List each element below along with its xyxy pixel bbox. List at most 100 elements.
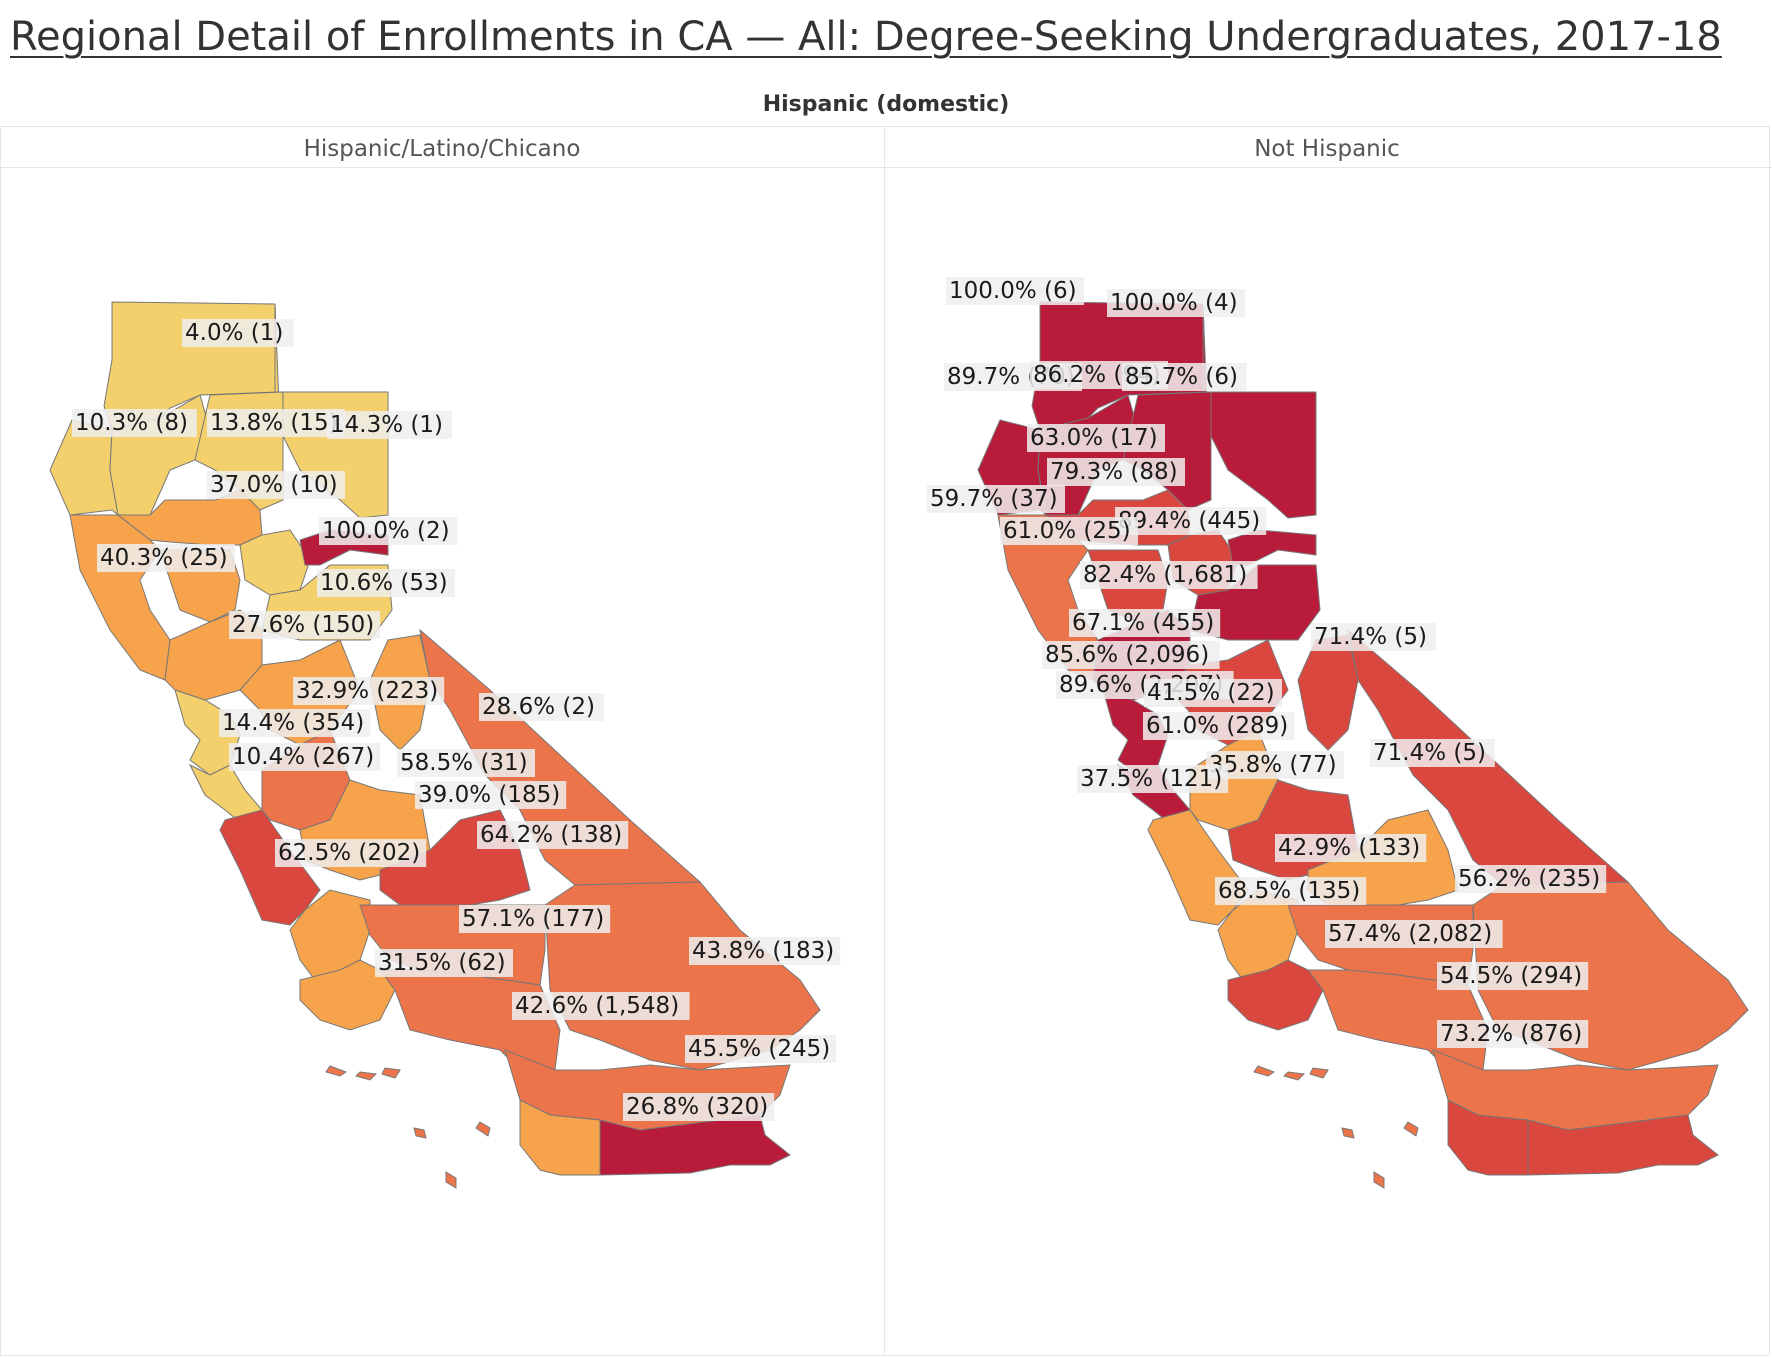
region-sacramento-placer[interactable] <box>1227 529 1317 566</box>
region-label-bg <box>375 949 513 977</box>
column-header-row <box>0 126 1772 168</box>
region-label: 73.2% (876) <box>1440 1021 1582 1047</box>
region-label-bg <box>275 839 427 867</box>
region-label-bg <box>1325 920 1503 948</box>
chart-frame <box>0 126 1770 1356</box>
region-label: 42.6% (1,548) <box>515 993 679 1019</box>
region-label: 58.5% (31) <box>400 750 528 776</box>
region-label: 10.3% (8) <box>75 410 188 436</box>
region-santa-barbara[interactable] <box>289 889 371 981</box>
region-label: 85.7% (6) <box>1125 364 1238 390</box>
region-label-bg <box>72 409 197 437</box>
region-label: 67.1% (455) <box>1072 610 1214 636</box>
region-siskiyou-modoc[interactable] <box>1202 303 1317 519</box>
region-label: 100.0% (2) <box>322 518 450 544</box>
region-label: 100.0% (6) <box>949 278 1077 304</box>
region-label: 14.4% (354) <box>222 710 364 736</box>
island-2 <box>1309 1067 1329 1079</box>
island-3 <box>475 1121 491 1137</box>
region-label: 43.8% (183) <box>692 938 834 964</box>
region-label: 54.5% (294) <box>1440 963 1582 989</box>
island-2 <box>381 1067 401 1079</box>
region-label-bg <box>1215 877 1367 905</box>
region-sacramento-placer[interactable] <box>239 529 311 596</box>
region-label: 28.6% (2) <box>482 694 595 720</box>
region-label-bg <box>317 569 455 597</box>
island-5 <box>445 1171 457 1189</box>
region-label-bg <box>1311 623 1436 651</box>
region-label: 14.3% (1) <box>330 412 443 438</box>
region-label-bg <box>1437 962 1589 990</box>
region-label-bg <box>1437 1020 1589 1048</box>
region-label-bg <box>927 485 1065 513</box>
map-hispanic: 4.0% (1) 10.3% (8) 13.8% (15)14.3% (1) 37.0… <box>49 301 841 1189</box>
panel-divider <box>884 126 885 1356</box>
region-label-bg <box>207 409 345 437</box>
region-lake[interactable] <box>1527 1114 1719 1176</box>
island-3 <box>1403 1121 1419 1137</box>
column-header-hispanic: Hispanic/Latino/Chicano <box>303 136 581 162</box>
region-santa-barbara[interactable] <box>299 959 396 1031</box>
region-label: 71.4% (5) <box>1373 740 1486 766</box>
island-5 <box>1373 1171 1385 1189</box>
region-label: 63.0% (17) <box>1030 425 1158 451</box>
region-label: 27.6% (150) <box>232 612 374 638</box>
region-label: 71.4% (5) <box>1314 624 1427 650</box>
region-label-bg <box>623 1093 775 1121</box>
map-not-hispanic: 100.0% (6) 100.0% (4)89.7% (70)86.2% (94)… <box>927 277 1749 1189</box>
region-label-bg <box>229 743 381 771</box>
region-label-bg <box>1107 289 1245 317</box>
region-sierra[interactable] <box>599 1114 791 1176</box>
island-1 <box>1283 1071 1306 1081</box>
region-label-bg <box>946 277 1084 305</box>
region-label-bg <box>1143 712 1295 740</box>
region-label-bg <box>459 905 611 933</box>
region-label-bg <box>327 411 452 439</box>
region-label: 61.0% (25) <box>1003 518 1131 544</box>
region-label-bg <box>293 677 445 705</box>
region-label-bg <box>1122 363 1247 391</box>
region-label-bg <box>1115 507 1267 535</box>
region-san-diego[interactable] <box>1447 1099 1529 1176</box>
region-label: 32.9% (223) <box>296 678 438 704</box>
region-san-diego[interactable] <box>519 1099 601 1176</box>
region-label: 61.0% (289) <box>1146 713 1288 739</box>
region-label-bg <box>1206 751 1344 779</box>
region-label: 100.0% (4) <box>1110 290 1238 316</box>
region-label: 35.8% (77) <box>1209 752 1337 778</box>
region-label-bg <box>479 693 604 721</box>
island-4 <box>1341 1127 1355 1139</box>
region-mono[interactable] <box>1297 634 1359 751</box>
region-label-bg <box>182 319 294 347</box>
region-label: 31.5% (62) <box>378 950 506 976</box>
region-label-bg <box>1027 424 1165 452</box>
region-label-bg <box>512 992 690 1020</box>
region-label: 39.0% (185) <box>418 782 560 808</box>
region-label: 26.8% (320) <box>626 1094 768 1120</box>
region-tehama[interactable] <box>116 489 263 546</box>
region-label-bg <box>97 544 235 572</box>
region-label-bg <box>477 821 629 849</box>
region-label-bg <box>1455 865 1607 893</box>
region-label: 57.1% (177) <box>462 906 604 932</box>
region-label-bg <box>229 611 381 639</box>
measure-header: Hispanic (domestic) <box>762 92 1010 117</box>
region-label: 10.4% (267) <box>232 744 374 770</box>
region-label: 64.2% (138) <box>480 822 622 848</box>
region-label: 10.6% (53) <box>320 570 448 596</box>
region-label: 41.5% (22) <box>1147 680 1275 706</box>
region-label: 13.8% (15) <box>210 410 338 436</box>
region-label: 42.9% (133) <box>1278 835 1420 861</box>
region-label-bg <box>685 1035 837 1063</box>
region-monterey[interactable] <box>219 809 321 926</box>
page-title: Regional Detail of Enrollments in CA — A… <box>10 14 1722 60</box>
region-label: 82.4% (1,681) <box>1083 562 1247 588</box>
region-label-bg <box>1080 561 1258 589</box>
region-santa-barbara[interactable] <box>1227 959 1324 1031</box>
island-4 <box>413 1127 427 1139</box>
region-label-bg <box>1077 765 1229 793</box>
region-label: 37.0% (10) <box>210 472 338 498</box>
island-1 <box>355 1071 378 1081</box>
region-label: 62.5% (202) <box>278 840 420 866</box>
island-0 <box>1253 1065 1276 1077</box>
